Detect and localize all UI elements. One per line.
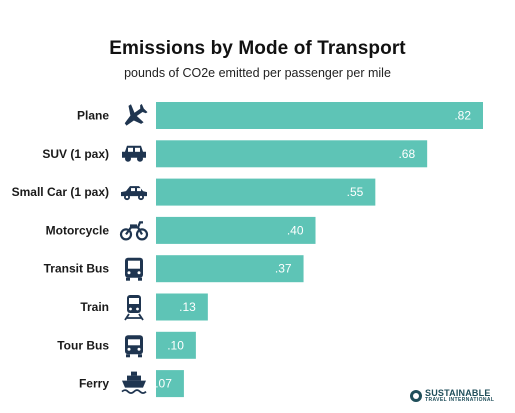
ferry-icon [121,371,147,394]
bar-1 [156,140,428,168]
small-car-icon [121,186,147,201]
bar-4 [156,255,304,283]
value-label: .37 [275,262,292,276]
chart-title: Emissions by Mode of Transport [109,38,406,59]
logo-line-1: SUSTAINABLE [425,388,491,398]
category-label: SUV (1 pax) [42,147,109,161]
category-label: Small Car (1 pax) [12,185,109,199]
bar-2 [156,178,376,206]
bar-5 [156,293,208,321]
brand-logo: SUSTAINABLE TRAVEL INTERNATIONAL [410,389,494,403]
value-label: .82 [454,109,471,123]
transit-bus-icon [125,257,143,281]
bar-0 [156,102,483,129]
category-label: Ferry [79,377,109,391]
plane-icon [124,103,148,126]
value-label: .07 [155,377,172,391]
logo-text: SUSTAINABLE TRAVEL INTERNATIONAL [425,389,494,403]
bar-7 [156,370,184,398]
suv-icon [122,145,146,162]
chart-subtitle: pounds of CO2e emitted per passenger per… [124,66,391,80]
category-label: Transit Bus [44,262,110,276]
logo-line-2: TRAVEL INTERNATIONAL [425,397,495,403]
value-label: .13 [179,300,196,314]
value-label: .55 [347,185,364,199]
category-label: Tour Bus [57,338,109,352]
motorcycle-icon [119,221,149,241]
category-label: Plane [77,109,109,123]
value-label: .40 [287,223,304,237]
category-label: Train [80,300,109,314]
tour-bus-icon [125,335,143,358]
bar-3 [156,216,316,244]
bar-6 [156,331,196,359]
category-label: Motorcycle [46,223,110,237]
value-label: .68 [398,147,415,161]
train-icon [124,295,144,321]
logo-mark-icon [410,390,422,402]
value-label: .10 [167,338,184,352]
